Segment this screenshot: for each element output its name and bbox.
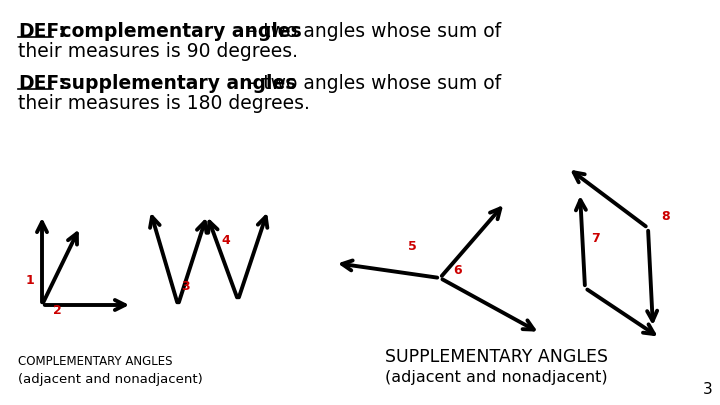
- Text: 4: 4: [222, 234, 230, 247]
- Text: 8: 8: [662, 209, 670, 222]
- Text: 5: 5: [408, 239, 416, 252]
- Text: 1: 1: [26, 273, 35, 286]
- Text: supplementary angles: supplementary angles: [54, 74, 297, 93]
- Text: SUPPLEMENTARY ANGLES: SUPPLEMENTARY ANGLES: [385, 348, 608, 366]
- Text: DEF:: DEF:: [18, 22, 66, 41]
- Text: complementary angles: complementary angles: [54, 22, 302, 41]
- Text: DEF:: DEF:: [18, 74, 66, 93]
- Text: (adjacent and nonadjacent): (adjacent and nonadjacent): [18, 373, 203, 386]
- Text: 3: 3: [703, 382, 713, 397]
- Text: their measures is 90 degrees.: their measures is 90 degrees.: [18, 42, 298, 61]
- Text: (adjacent and nonadjacent): (adjacent and nonadjacent): [385, 370, 608, 385]
- Text: 7: 7: [590, 232, 599, 245]
- Text: 3: 3: [181, 281, 190, 294]
- Text: – two angles whose sum of: – two angles whose sum of: [242, 22, 501, 41]
- Text: 2: 2: [53, 305, 61, 318]
- Text: their measures is 180 degrees.: their measures is 180 degrees.: [18, 94, 310, 113]
- Text: – two angles whose sum of: – two angles whose sum of: [242, 74, 501, 93]
- Text: 6: 6: [454, 264, 462, 277]
- Text: COMPLEMENTARY ANGLES: COMPLEMENTARY ANGLES: [18, 355, 173, 368]
